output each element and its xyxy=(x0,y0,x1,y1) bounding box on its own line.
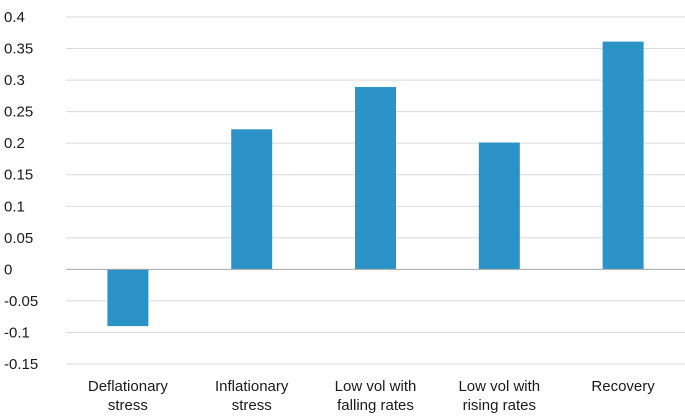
y-tick-label: -0.05 xyxy=(4,293,38,310)
x-category-label: Deflationary xyxy=(88,378,169,395)
x-category-label: Low vol with xyxy=(458,378,540,395)
x-category-label: Recovery xyxy=(591,378,655,395)
y-tick-label: 0.25 xyxy=(4,104,33,121)
y-tick-label: 0.35 xyxy=(4,41,33,58)
y-axis-tick-labels: 0.4 0.35 0.3 0.25 0.2 0.15 0.1 0.05 0 -0.05 -0.1 -0… xyxy=(4,9,38,373)
y-tick-label: 0.1 xyxy=(4,198,25,215)
bar xyxy=(355,87,396,270)
x-category-label: Inflationary xyxy=(215,378,289,395)
y-tick-label: 0.15 xyxy=(4,167,33,184)
y-tick-label: 0 xyxy=(4,261,12,278)
y-tick-label: 0.3 xyxy=(4,72,25,89)
bar xyxy=(107,269,149,327)
y-tick-label: -0.1 xyxy=(4,324,30,341)
x-category-label: falling rates xyxy=(337,397,414,414)
bar xyxy=(478,142,520,270)
y-tick-label: -0.15 xyxy=(4,356,38,373)
bar xyxy=(602,41,644,270)
y-tick-label: 0.2 xyxy=(4,135,25,152)
x-category-label: Low vol with xyxy=(335,378,417,395)
x-category-label: rising rates xyxy=(463,397,536,414)
y-tick-label: 0.4 xyxy=(4,9,25,26)
x-category-label: stress xyxy=(232,397,272,414)
x-axis-category-labels: Deflationary stress Inflationary stress Low … xyxy=(88,378,655,414)
y-tick-label: 0.05 xyxy=(4,230,33,247)
bar xyxy=(231,129,273,270)
x-category-label: stress xyxy=(108,397,148,414)
bars xyxy=(107,41,644,327)
